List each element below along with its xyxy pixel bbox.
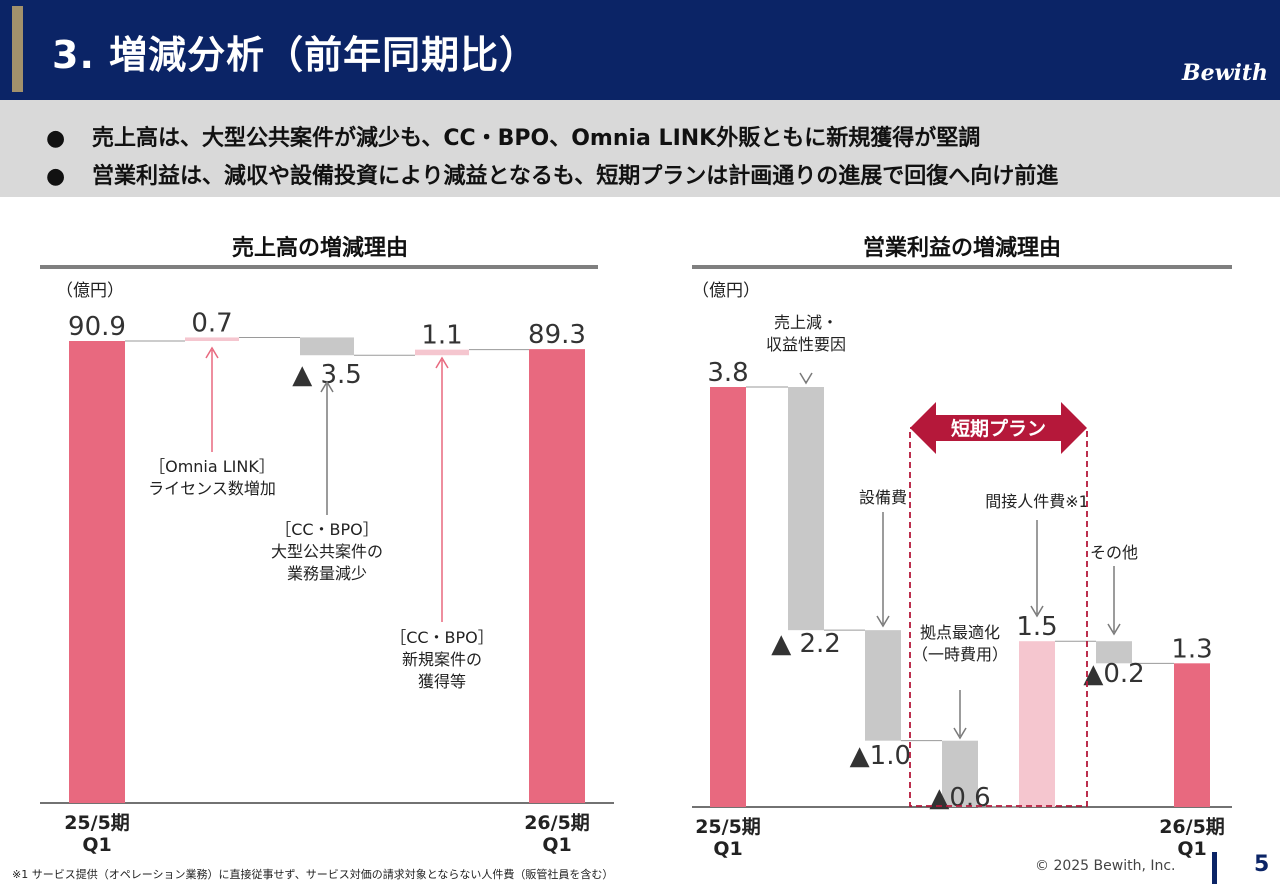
profit-value-label-6: 1.3 — [1171, 634, 1212, 664]
sales-value-label-3: 1.1 — [421, 321, 462, 351]
bullet-dot-icon: ● — [46, 126, 66, 151]
profit-annotation-4: 間接人件費※1 — [985, 492, 1089, 511]
sales-category-label-4: 26/5期 Q1 — [524, 812, 590, 856]
profit-arrow-4-head-icon — [1030, 605, 1044, 618]
profit-title-rule — [692, 265, 1232, 269]
sales-title-rule — [40, 265, 598, 269]
sales-arrow-head-icon-2 — [320, 380, 334, 393]
profit-bar-6 — [1174, 663, 1210, 807]
sales-value-label-1: 0.7 — [191, 308, 232, 338]
sales-bar-4 — [529, 349, 585, 803]
profit-bar-3 — [942, 740, 978, 807]
bullet-dot-icon: ● — [46, 164, 66, 189]
summary-box: ● 売上高は、大型公共案件が減少も、CC・BPO、Omnia LINK外販ともに新… — [0, 100, 1280, 197]
profit-annotation-1: 売上減・収益性要因 — [766, 313, 846, 354]
profit-bar-4 — [1019, 641, 1055, 807]
profit-category-label-6: 26/5期 Q1 — [1159, 816, 1225, 860]
profit-annotation-3: 拠点最適化（一時費用） — [912, 623, 1008, 664]
sales-category-label-0: 25/5期 Q1 — [64, 812, 130, 856]
short-plan-box — [909, 427, 1088, 807]
profit-bar-0 — [710, 387, 746, 807]
profit-arrow-5-head-icon — [1107, 623, 1121, 636]
summary-text: 売上高は、大型公共案件が減少も、CC・BPO、Omnia LINK外販ともに新規… — [92, 126, 981, 151]
profit-value-label-5: ▲0.2 — [1083, 659, 1144, 689]
summary-text: 営業利益は、減収や設備投資により減益となるも、短期プランは計画通りの進展で回復へ… — [92, 164, 1059, 189]
sales-bar-1 — [185, 337, 239, 341]
profit-arrow-3-head-icon — [953, 727, 967, 740]
sales-annotation-1: ［Omnia LINK］ライセンス数増加 — [148, 457, 276, 498]
page-title: 3. 増減分析（前年同期比） — [52, 33, 539, 77]
profit-bar-5 — [1096, 641, 1132, 664]
sales-value-label-4: 89.3 — [528, 320, 586, 350]
sales-bar-3 — [415, 349, 469, 356]
copyright: © 2025 Bewith, Inc. — [1035, 858, 1176, 874]
page-number: 5 — [1254, 852, 1270, 877]
sales-annotation-3: ［CC・BPO］新規案件の獲得等 — [390, 628, 494, 691]
profit-bar-2 — [865, 630, 901, 741]
profit-category-label-0: 25/5期 Q1 — [695, 816, 761, 860]
sales-arrow-head-icon-3 — [435, 356, 449, 369]
short-plan-label: 短期プラン — [951, 417, 1046, 440]
profit-value-label-2: ▲1.0 — [850, 741, 911, 771]
footnote: ※1 サービス提供（オペレーション業務）に直接従事せず、サービス対価の請求対象と… — [12, 868, 614, 881]
profit-arrow-2-head-icon — [876, 615, 890, 628]
sales-chart-title: 売上高の増減理由 — [231, 236, 408, 261]
summary-bullet: ● 売上高は、大型公共案件が減少も、CC・BPO、Omnia LINK外販ともに新… — [46, 120, 980, 152]
profit-value-label-1: ▲ 2.2 — [771, 629, 841, 659]
sales-unit-label: （億円） — [56, 281, 124, 301]
sales-annotation-2: ［CC・BPO］大型公共案件の業務量減少 — [271, 520, 383, 583]
sales-bar-2 — [300, 337, 354, 356]
summary-bullet: ● 営業利益は、減収や設備投資により減益となるも、短期プランは計画通りの進展で回復… — [46, 158, 1058, 190]
profit-value-label-0: 3.8 — [707, 358, 748, 388]
brand-logo: Bewith — [1182, 60, 1269, 86]
profit-annotation-5: その他 — [1090, 543, 1138, 562]
sales-value-label-0: 90.9 — [68, 312, 126, 342]
profit-value-label-3: ▲0.6 — [929, 783, 990, 813]
profit-bar-1 — [788, 387, 824, 631]
header-accent — [12, 6, 23, 92]
profit-chart-title: 営業利益の増減理由 — [862, 236, 1061, 261]
header-bar: 3. 増減分析（前年同期比） Bewith — [0, 0, 1280, 100]
sales-bar-0 — [69, 341, 125, 803]
page-number-bar — [1212, 852, 1217, 884]
sales-arrow-head-icon-1 — [205, 346, 219, 359]
profit-arrow-1-head-icon — [799, 372, 813, 385]
short-plan-double-arrow-icon — [910, 402, 1087, 454]
profit-annotation-2: 設備費 — [859, 488, 907, 507]
profit-unit-label: （億円） — [692, 281, 760, 301]
